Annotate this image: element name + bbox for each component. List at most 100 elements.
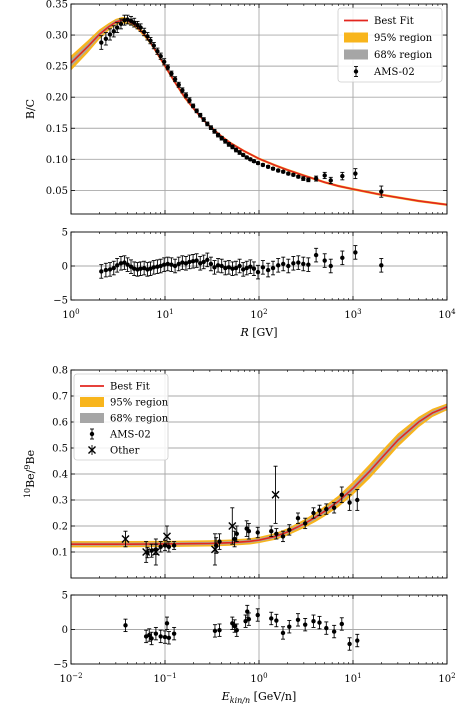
bc-resid-point xyxy=(251,266,257,271)
bc-ams-point xyxy=(183,93,189,98)
bc-legend-label: Best Fit xyxy=(374,16,414,27)
be-resid-point xyxy=(123,623,128,628)
bc-ams-point xyxy=(275,168,281,173)
bc-resid-point xyxy=(161,262,167,267)
be-main-frame xyxy=(70,369,448,579)
be-main-y-tick-label: 0.7 xyxy=(52,392,68,403)
bc-ams-point xyxy=(244,155,249,160)
bc-resid-point xyxy=(114,263,120,268)
be-legend-label: 68% region xyxy=(110,414,169,425)
be-other-point xyxy=(142,548,151,556)
bc-resid-point xyxy=(265,267,271,273)
be-resid-point xyxy=(147,632,152,638)
be-resid-point xyxy=(234,627,239,633)
bc-resid-point xyxy=(328,263,333,269)
bc-legend-95-swatch xyxy=(344,32,368,43)
bc-ams-point xyxy=(161,59,167,64)
be-ams-point xyxy=(317,508,322,513)
be-resid-point xyxy=(311,619,316,624)
bc-xlabel: R [GV] xyxy=(239,326,277,339)
bc-ams-point xyxy=(251,158,257,164)
be-main-y-tick-label: 0.5 xyxy=(52,444,68,455)
bc-legend-label: 95% region xyxy=(374,33,433,44)
bc-resid-point xyxy=(237,263,242,269)
bc-resid-point xyxy=(270,265,276,271)
bc-resid-point xyxy=(131,266,137,271)
bc-ylabel: B/C xyxy=(24,99,37,119)
bc-resid-point xyxy=(233,265,239,271)
bc-resid-point xyxy=(205,257,210,263)
bc-main-y-tick-label: 0.30 xyxy=(46,31,68,42)
bc-ams-point xyxy=(322,173,327,178)
bc-resid-point xyxy=(208,261,214,267)
bc-ams-point xyxy=(313,176,319,181)
bc-legend-68-swatch xyxy=(344,49,368,60)
bc-ams-point xyxy=(328,178,333,183)
bc-resid-x-tick-label: 103 xyxy=(344,308,361,321)
bc-resid-point xyxy=(169,262,174,267)
bc-resid-point xyxy=(148,266,153,271)
bc-ams-point xyxy=(107,32,113,37)
be-resid-point xyxy=(255,612,260,618)
bc-band-95 xyxy=(71,17,447,206)
bc-resid-point xyxy=(103,267,109,273)
bc-ams-point xyxy=(114,25,120,30)
bc-legend-label: 68% region xyxy=(374,50,433,61)
be-xlabel: Ekin/n [GeV/n] xyxy=(221,690,297,705)
bc-ams-point xyxy=(212,129,217,134)
bc-legend-frame xyxy=(337,7,443,83)
bc-main-frame xyxy=(70,3,448,215)
be-ams-point xyxy=(269,529,274,534)
be-resid-point xyxy=(302,622,308,627)
be-resid-point xyxy=(149,636,154,641)
be-main-y-tick-label: 0.4 xyxy=(52,470,68,481)
bc-resid-point xyxy=(194,258,199,263)
bc-ams-point xyxy=(158,53,163,59)
be-ams-point xyxy=(255,530,260,535)
bc-ams-point xyxy=(230,144,235,150)
be-other-point xyxy=(162,532,171,541)
be-resid-point xyxy=(164,621,170,626)
bc-ams-point xyxy=(233,147,239,153)
be-ams-point xyxy=(355,497,360,503)
be-resid-point xyxy=(339,621,344,627)
be-main-y-tick-label: 0.8 xyxy=(52,366,68,377)
bc-resid-point xyxy=(306,262,311,267)
bc-resid-point xyxy=(248,264,253,269)
be-ams-point xyxy=(232,536,237,542)
bc-resid-x-tick-label: 102 xyxy=(250,308,267,321)
bc-best-fit-line xyxy=(70,19,448,206)
be-resid-point xyxy=(246,616,252,622)
bc-resid-point xyxy=(296,260,301,265)
be-resid-point xyxy=(212,628,218,634)
bc-main-y-tick-label: 0.15 xyxy=(46,124,68,135)
be-legend-label: 95% region xyxy=(110,398,169,409)
bc-ams-point xyxy=(194,108,199,114)
bc-resid-point xyxy=(172,263,178,269)
bc-ams-point xyxy=(353,171,358,176)
be-other-point xyxy=(210,545,219,554)
bc-ams-point xyxy=(118,21,124,27)
bc-resid-point xyxy=(190,259,196,264)
be-other-point xyxy=(121,535,130,543)
bc-resid-point xyxy=(107,267,113,272)
bc-ams-point xyxy=(103,36,109,41)
bc-ams-points xyxy=(99,14,384,198)
bc-ams-point xyxy=(260,162,266,168)
bc-ams-point xyxy=(223,139,228,144)
bc-resid-point xyxy=(155,264,160,269)
be-resid-y-tick-label: 5 xyxy=(62,591,68,602)
bc-ams-point xyxy=(286,171,291,176)
bc-ams-point xyxy=(255,160,261,166)
be-main-y-tick-label: 0.3 xyxy=(52,496,68,507)
bc-resid-point xyxy=(151,265,156,270)
bc-resid-points xyxy=(99,245,384,280)
be-ams-point xyxy=(280,534,286,539)
bc-resid-point xyxy=(111,265,116,271)
bc-ams-point xyxy=(215,132,221,138)
bc-resid-point xyxy=(291,261,296,266)
bc-resid-point xyxy=(125,262,130,267)
